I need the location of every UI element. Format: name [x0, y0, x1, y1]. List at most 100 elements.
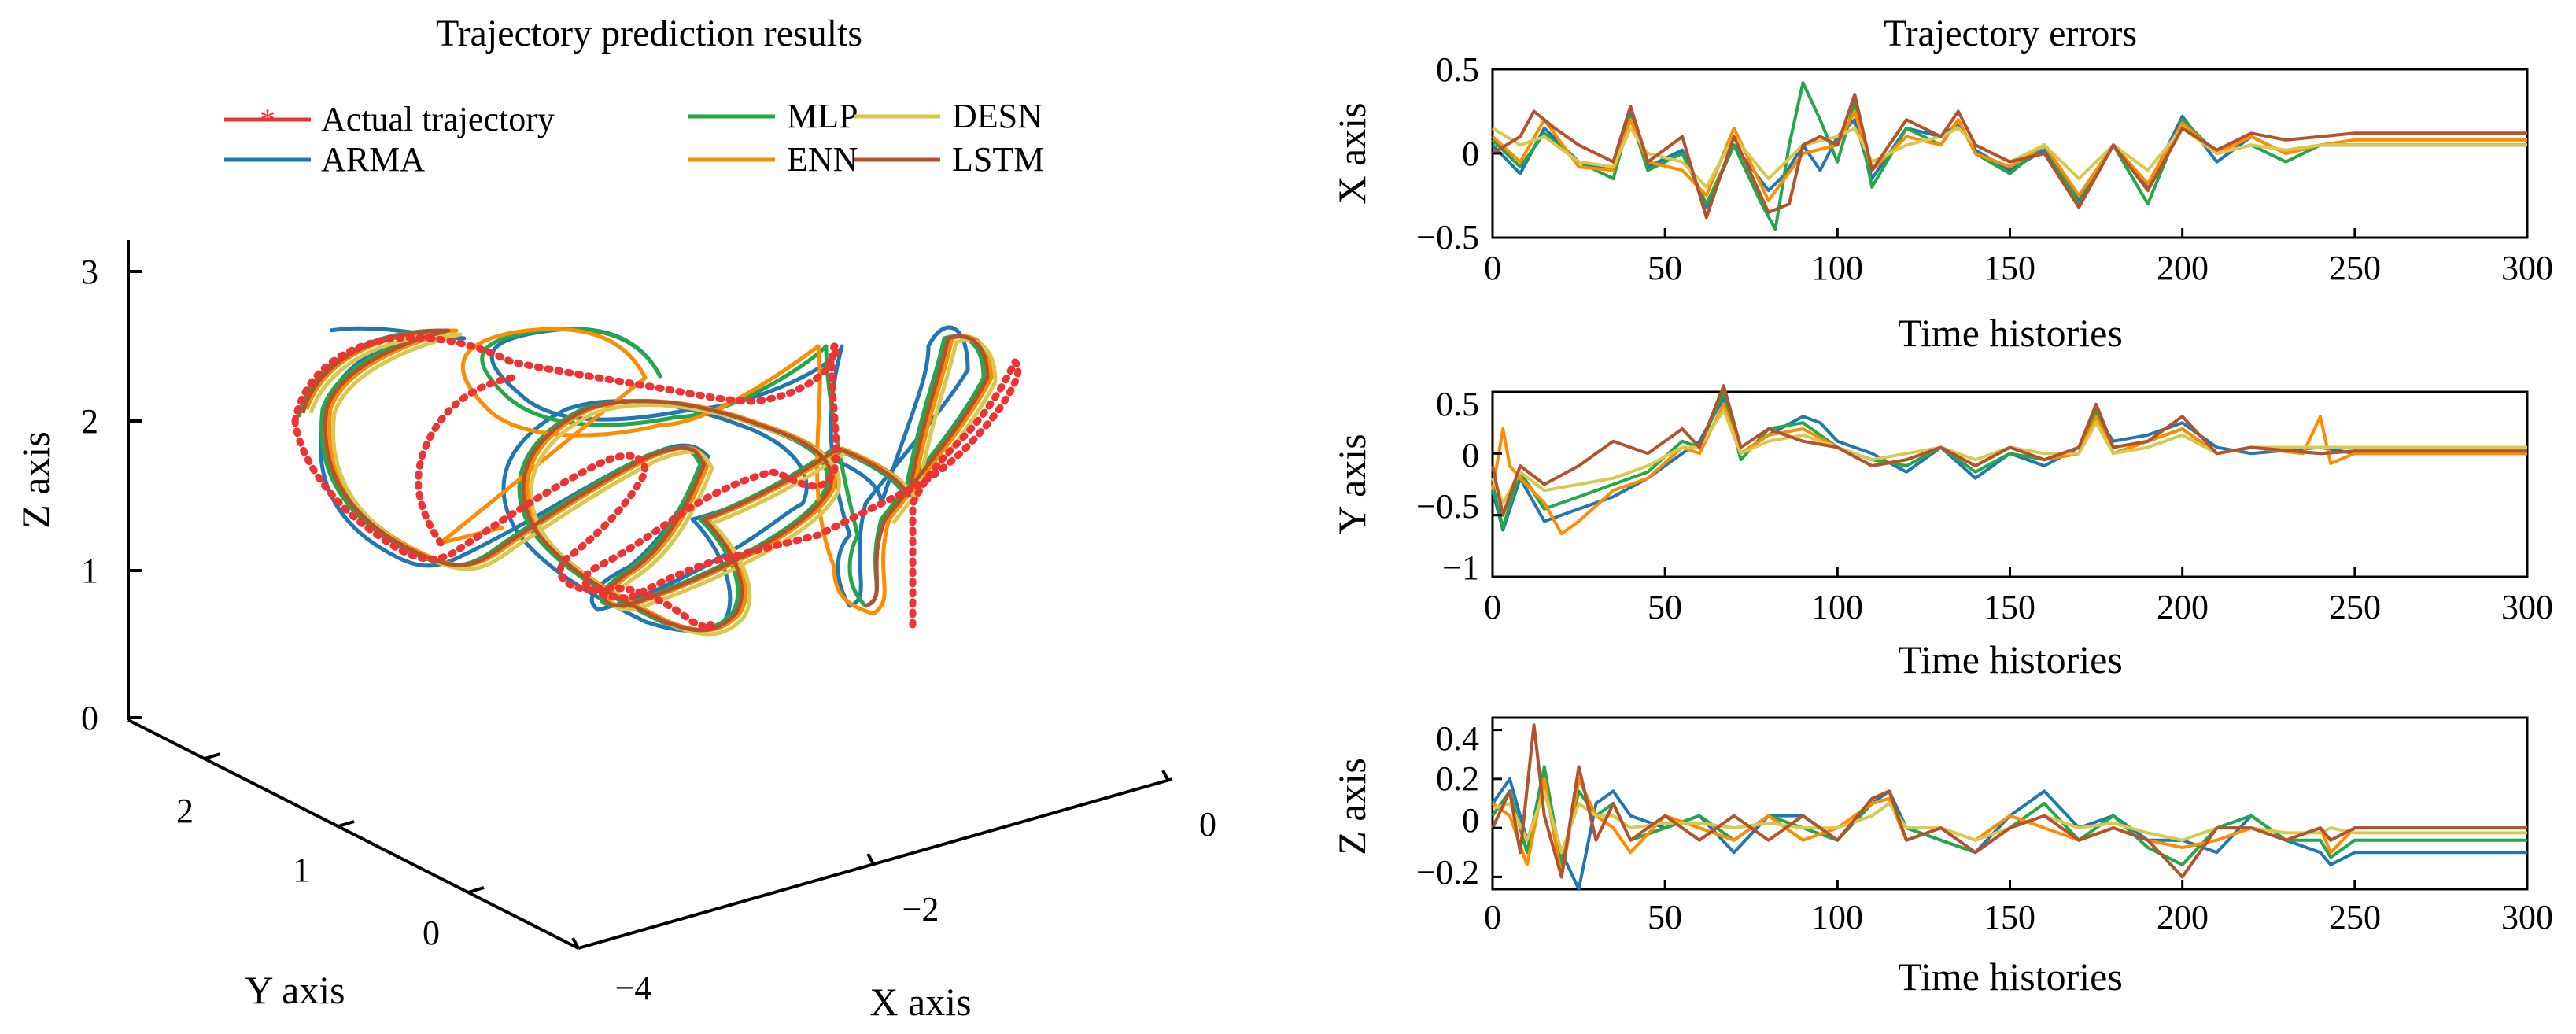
- x-tick-label: 100: [1811, 249, 1863, 287]
- trajectory-curves: [291, 325, 1022, 637]
- x-tick-label: 50: [1648, 588, 1682, 626]
- x-axis-label: Time histories: [1898, 955, 2123, 999]
- y-tick-label: 0.5: [1436, 50, 1479, 89]
- error-chart-z: 0.4 0.2 0 −0.2 0 50 100 150 200 250 300 …: [1330, 716, 2553, 999]
- z-tick-label: 0: [81, 699, 98, 737]
- legend-item-lstm: LSTM: [854, 140, 1044, 179]
- plot-lines-z: [1491, 723, 2527, 891]
- x-tick-label: 150: [1984, 898, 2035, 936]
- y-tick-label: 0.5: [1436, 385, 1479, 423]
- series-line-lstm: [1491, 384, 2527, 517]
- trajectory-lstm: [301, 328, 990, 633]
- legend-item-actual: * Actual trajectory: [224, 100, 555, 138]
- series-line-desn: [1491, 126, 2527, 189]
- plot-frame-z: [1491, 716, 2529, 891]
- trajectory-3d-panel: Trajectory prediction results * Actual t…: [13, 13, 1216, 1024]
- y-axis-label: Y axis: [1330, 434, 1374, 534]
- x-tick-label: 100: [1811, 588, 1863, 626]
- x-tick-label: 150: [1984, 588, 2035, 626]
- legend-label-desn: DESN: [952, 97, 1043, 135]
- x-tick-label: 0: [1199, 805, 1216, 844]
- x-tick: [1161, 770, 1170, 781]
- series-line-mlp: [1491, 81, 2527, 231]
- x-tick-label: −2: [902, 890, 939, 929]
- x-tick-label: −4: [615, 969, 652, 1007]
- y-tick-label: 0: [1462, 436, 1479, 475]
- axes-3d: [127, 240, 1173, 950]
- z-axis-label: Z axis: [13, 431, 57, 529]
- series-line-arma: [1491, 396, 2527, 532]
- series-line-mlp: [1491, 390, 2527, 530]
- x-tick: [866, 853, 875, 865]
- x-tick-label: 200: [2157, 249, 2209, 287]
- x-tick-label: 0: [1484, 588, 1501, 626]
- ticks-y: [1491, 390, 2529, 578]
- legend-label-mlp: MLP: [787, 97, 858, 135]
- z-tick-label: 2: [81, 402, 98, 441]
- x-tick-label: 0: [1484, 898, 1501, 936]
- x-tick-label: 50: [1648, 898, 1682, 936]
- y-tick-label: 2: [176, 792, 194, 830]
- plot-lines-y: [1491, 384, 2527, 536]
- x-tick-label: 0: [1484, 249, 1501, 287]
- x-tick-label: 300: [2501, 249, 2553, 287]
- chart-title-errors: Trajectory errors: [1884, 13, 2137, 54]
- y-tick-label: 0.2: [1436, 759, 1479, 798]
- series-line-lstm: [1491, 723, 2527, 879]
- x-tick-label: 300: [2501, 898, 2553, 936]
- y-tick-label: −0.2: [1416, 853, 1479, 892]
- y-tick-label: 0.4: [1436, 719, 1479, 758]
- legend-label-actual: Actual trajectory: [321, 100, 555, 138]
- legend-item-desn: DESN: [854, 97, 1043, 135]
- y-tick-label: 0: [1462, 801, 1479, 840]
- y-tick: [467, 886, 485, 894]
- legend-label-arma: ARMA: [321, 140, 425, 179]
- legend-item-arma: ARMA: [224, 140, 425, 179]
- plot-frame-y: [1491, 390, 2529, 578]
- series-line-lstm: [1491, 93, 2527, 220]
- errors-panel: Trajectory errors 0.5 0 −0.5 0 50 100 15…: [1330, 13, 2553, 999]
- z-tick-label: 3: [81, 253, 98, 291]
- y-axis-label: Z axis: [1330, 758, 1374, 855]
- y-tick: [204, 752, 221, 760]
- legend-item-enn: ENN: [688, 140, 858, 179]
- series-line-enn: [1491, 402, 2527, 536]
- plot-lines-x: [1491, 81, 2527, 231]
- y-axis-label: X axis: [1330, 102, 1374, 204]
- legend-item-mlp: MLP: [688, 97, 858, 135]
- ticks-z: [1491, 729, 2529, 889]
- legend-3d: * Actual trajectory MLP DESN ARMA ENN: [224, 97, 1044, 179]
- x-tick-label: 250: [2329, 249, 2381, 287]
- x-tick-label: 100: [1811, 898, 1863, 936]
- legend-label-enn: ENN: [787, 140, 858, 179]
- y-tick-label: −0.5: [1416, 487, 1479, 526]
- ticks-x: [1491, 68, 2529, 239]
- x-tick-label: 150: [1984, 249, 2035, 287]
- x-tick-label: 200: [2157, 588, 2209, 626]
- x-tick: [571, 937, 580, 949]
- x-tick-label: 50: [1648, 249, 1682, 287]
- x-axis-label: Time histories: [1898, 311, 2123, 355]
- y-tick-label: 0: [423, 914, 440, 952]
- x-axis-line: [578, 777, 1173, 950]
- x-axis-label: Time histories: [1898, 637, 2123, 681]
- y-axis-label: Y axis: [245, 968, 345, 1012]
- chart-title-3d: Trajectory prediction results: [436, 13, 862, 54]
- error-chart-x: 0.5 0 −0.5 0 50 100 150 200 250 300 Time…: [1330, 50, 2553, 355]
- z-tick-label: 1: [81, 552, 98, 590]
- series-line-enn: [1491, 109, 2527, 202]
- x-tick-label: 300: [2501, 588, 2553, 626]
- error-chart-y: 0.5 0 −0.5 −1 0 50 100 150 200 250 300 T…: [1330, 384, 2553, 681]
- y-tick-label: −1: [1442, 548, 1479, 587]
- y-tick-label: 0: [1462, 135, 1479, 173]
- series-line-desn: [1491, 408, 2527, 504]
- x-axis-label: X axis: [869, 980, 971, 1024]
- x-tick-label: 250: [2329, 898, 2381, 936]
- x-tick-label: 250: [2329, 588, 2381, 626]
- legend-label-lstm: LSTM: [952, 140, 1044, 179]
- y-tick-label: 1: [293, 851, 310, 889]
- y-tick: [338, 820, 355, 828]
- trajectory-actual: [291, 334, 1022, 633]
- y-tick-label: −0.5: [1416, 218, 1479, 257]
